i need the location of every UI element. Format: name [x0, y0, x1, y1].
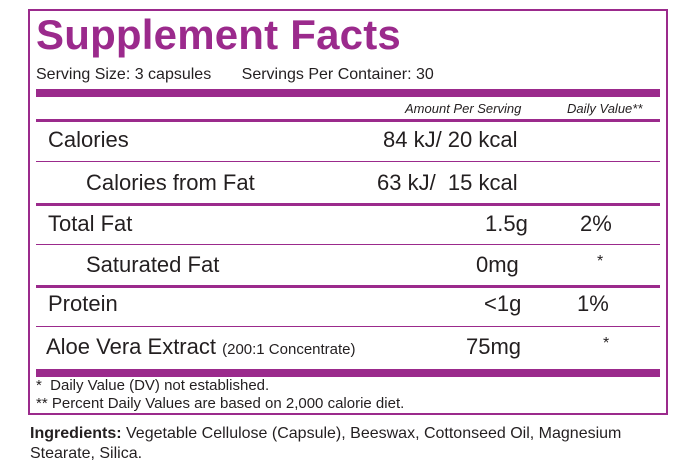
nutrient-amount: 0mg	[476, 252, 519, 277]
footnote-dv-not-established: * Daily Value (DV) not established.	[36, 377, 270, 394]
nutrient-daily-value: *	[603, 335, 610, 352]
supplement-facts-panel	[28, 9, 668, 415]
daily-value-header: Daily Value**	[567, 101, 643, 116]
nutrient-name: Total Fat	[48, 211, 133, 236]
bottom-divider-bar	[36, 369, 660, 377]
nutrient-amount: 75mg	[466, 334, 522, 359]
row-divider	[36, 244, 660, 245]
nutrient-row-aloe-vera-extract: Aloe Vera Extract (200:1 Concentrate) 75…	[36, 336, 660, 376]
nutrient-amount: 84 kJ/ 20 kcal	[383, 127, 518, 152]
nutrient-name: Aloe Vera Extract (200:1 Concentrate)	[46, 336, 356, 358]
serving-size: Serving Size: 3 capsules	[36, 66, 212, 83]
serving-info: Serving Size: 3 capsules Servings Per Co…	[36, 67, 434, 83]
nutrient-row-protein: Protein <1g 1%	[36, 293, 660, 333]
ingredients-label: Ingredients:	[30, 425, 122, 442]
extract-name: Aloe Vera Extract	[46, 334, 216, 359]
nutrient-amount: <1g	[484, 291, 522, 316]
header-divider	[36, 119, 660, 122]
servings-per-container: Servings Per Container: 30	[241, 66, 434, 83]
nutrient-name: Calories from Fat	[86, 170, 255, 195]
nutrient-name: Saturated Fat	[86, 252, 220, 277]
extract-concentrate-note: (200:1 Concentrate)	[222, 341, 356, 358]
nutrient-daily-value: 2%	[580, 211, 612, 236]
nutrient-name: Calories	[48, 127, 129, 152]
row-divider	[36, 326, 660, 327]
ingredients-list: Vegetable Cellulose (Capsule), Beeswax, …	[30, 425, 622, 462]
footnote-percent-daily-values: ** Percent Daily Values are based on 2,0…	[36, 395, 405, 412]
nutrient-amount: 63 kJ/ 15 kcal	[377, 170, 518, 195]
ingredients-text: Ingredients: Vegetable Cellulose (Capsul…	[30, 424, 660, 464]
top-divider-bar	[36, 89, 660, 97]
row-divider	[36, 161, 660, 162]
section-divider	[36, 203, 660, 206]
panel-title: Supplement Facts	[36, 11, 401, 58]
nutrient-row-calories: Calories 84 kJ/ 20 kcal	[36, 129, 660, 169]
nutrient-row-saturated-fat: Saturated Fat 0mg *	[36, 254, 660, 294]
nutrient-name: Protein	[48, 291, 118, 316]
nutrient-row-total-fat: Total Fat 1.5g 2%	[36, 213, 660, 253]
nutrient-daily-value: *	[597, 253, 604, 270]
nutrient-amount: 1.5g	[485, 211, 528, 236]
nutrient-daily-value: 1%	[577, 291, 609, 316]
nutrient-row-calories-from-fat: Calories from Fat 63 kJ/ 15 kcal	[36, 172, 660, 212]
section-divider	[36, 285, 660, 288]
amount-per-serving-header: Amount Per Serving	[405, 101, 522, 116]
